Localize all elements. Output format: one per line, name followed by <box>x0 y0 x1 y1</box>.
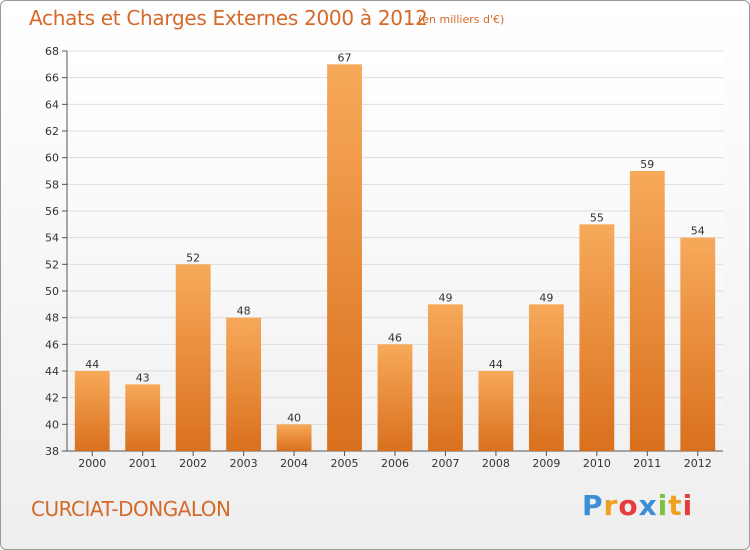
bar <box>579 224 615 451</box>
data-label: 54 <box>691 225 705 238</box>
bar <box>629 171 665 451</box>
chart-subtitle: (en milliers d'€) <box>418 13 505 26</box>
bar <box>125 384 161 451</box>
y-tick-label: 40 <box>45 418 59 431</box>
bar <box>377 344 413 451</box>
data-label: 44 <box>489 358 503 371</box>
x-tick-label: 2008 <box>482 457 510 470</box>
bar <box>478 371 514 451</box>
logo-letter: o <box>618 489 639 522</box>
bar <box>175 264 211 451</box>
data-label: 49 <box>438 291 452 304</box>
data-label: 49 <box>539 291 553 304</box>
data-label: 67 <box>338 51 352 64</box>
x-tick-label: 2005 <box>331 457 359 470</box>
y-tick-label: 58 <box>45 178 59 191</box>
x-tick-label: 2002 <box>179 457 207 470</box>
y-tick-label: 64 <box>45 98 59 111</box>
x-tick-label: 2009 <box>532 457 560 470</box>
y-tick-label: 48 <box>45 312 59 325</box>
data-label: 55 <box>590 211 604 224</box>
logo-letter: i <box>682 489 694 522</box>
data-label: 44 <box>85 358 99 371</box>
y-tick-label: 42 <box>45 392 59 405</box>
data-label: 48 <box>237 305 251 318</box>
x-tick-label: 2001 <box>129 457 157 470</box>
logo-letter: r <box>603 489 619 522</box>
y-tick-label: 46 <box>45 338 59 351</box>
data-label: 40 <box>287 411 301 424</box>
logo-letter: i <box>657 489 669 522</box>
x-tick-label: 2012 <box>684 457 712 470</box>
x-tick-label: 2007 <box>431 457 459 470</box>
data-label: 43 <box>136 371 150 384</box>
x-tick-label: 2003 <box>230 457 258 470</box>
bar <box>74 371 110 451</box>
x-tick-label: 2000 <box>78 457 106 470</box>
data-label: 59 <box>640 158 654 171</box>
bar <box>528 304 564 451</box>
bar <box>428 304 463 451</box>
logo-letter: P <box>582 489 604 522</box>
bar <box>276 424 312 451</box>
y-tick-label: 62 <box>45 125 59 138</box>
x-tick-label: 2011 <box>633 457 661 470</box>
y-tick-label: 54 <box>45 232 59 245</box>
bar <box>226 317 262 451</box>
y-tick-label: 38 <box>45 445 59 458</box>
x-tick-label: 2010 <box>583 457 611 470</box>
logo-letter: x <box>638 489 658 522</box>
y-tick-label: 66 <box>45 72 59 85</box>
y-tick-label: 68 <box>45 45 59 58</box>
y-tick-label: 44 <box>45 365 59 378</box>
bar <box>680 237 716 451</box>
y-tick-label: 52 <box>45 258 59 271</box>
data-label: 46 <box>388 331 402 344</box>
chart-title: Achats et Charges Externes 2000 à 2012 <box>29 6 428 30</box>
y-tick-label: 50 <box>45 285 59 298</box>
logo-letter: t <box>668 489 683 522</box>
x-tick-label: 2006 <box>381 457 409 470</box>
bar <box>327 64 362 452</box>
y-tick-label: 56 <box>45 205 59 218</box>
x-tick-label: 2004 <box>280 457 308 470</box>
proxiti-logo: Proxiti <box>582 489 693 522</box>
y-tick-label: 60 <box>45 152 59 165</box>
data-label: 52 <box>186 251 200 264</box>
commune-name: CURCIAT-DONGALON <box>31 497 231 521</box>
